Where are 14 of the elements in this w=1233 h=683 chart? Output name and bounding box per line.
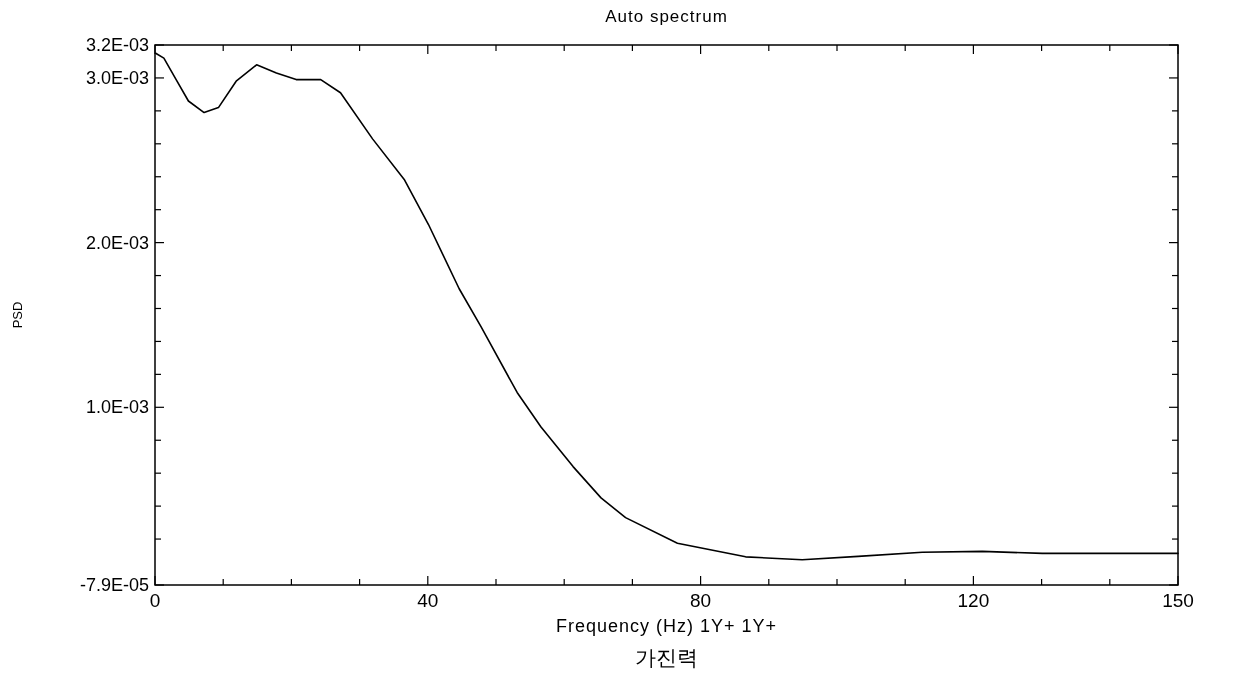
text: 가진력 (635, 646, 698, 669)
x-tick-label: 0 (149, 590, 161, 611)
y-tick-label: 3.2E-03 (85, 35, 149, 55)
y-tick-label: 1.0E-03 (85, 397, 149, 418)
y-tick-label: 3.0E-03 (85, 67, 149, 88)
y-axis-title: PSD (10, 301, 25, 329)
x-tick-label: 80 (690, 590, 712, 611)
x-tick-label: 150 (1162, 590, 1194, 611)
x-axis-title: Frequency (Hz) 1Y+ 1Y+ (555, 616, 778, 636)
x-tick-label: 120 (957, 590, 990, 611)
chart-title: Auto spectrum (605, 7, 728, 26)
y-tick-label: 2.0E-03 (85, 232, 149, 253)
y-tick-label: -7.9E-05 (79, 575, 149, 595)
x-tick-label: 40 (417, 590, 439, 611)
